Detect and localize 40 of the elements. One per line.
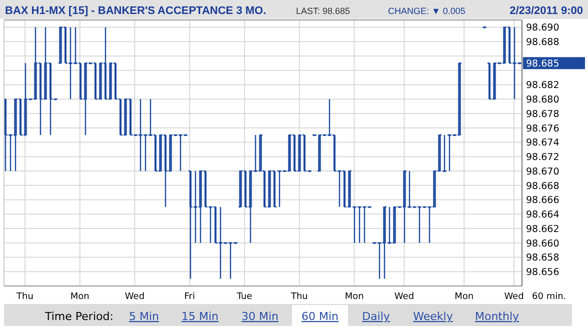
text: Time Period:: [44, 310, 114, 323]
chart-title: BAX H1-MX [15] - BANKER'S ACCEPTANCE 3 MO.: [5, 5, 266, 17]
x-tick-label: Tue: [236, 292, 253, 302]
y-tick-label: 98.678: [526, 108, 560, 120]
x-tick-label: Thu: [16, 292, 34, 302]
y-tick-label: 98.660: [526, 238, 560, 250]
y-tick-label: 98.664: [526, 210, 560, 221]
x-tick-label: Wed: [124, 292, 145, 302]
text: Monthly: [474, 310, 520, 323]
y-tick-label: 98.680: [526, 94, 560, 106]
y-tick-label: 98.672: [526, 152, 560, 164]
text: 15 Min: [181, 310, 219, 323]
y-tick-label: 98.690: [526, 22, 560, 34]
x-tick-label: Thu: [290, 292, 308, 302]
y-tick-label: 98.670: [526, 166, 560, 178]
x-tick-label: Wed: [504, 292, 524, 302]
text: 98.685: [526, 58, 560, 70]
y-tick-label: 98.682: [526, 80, 560, 92]
x-tick-label: Wed: [394, 292, 414, 302]
text: 30 Min: [241, 310, 279, 323]
x-tick-label: Mon: [344, 292, 364, 302]
text: 2/23/2011 9:00: [510, 5, 583, 17]
x-tick-label: Fri: [184, 292, 196, 302]
text: Weekly: [413, 310, 454, 323]
text: 60 Min: [301, 310, 339, 323]
y-tick-label: 98.676: [526, 123, 560, 134]
text: Daily: [362, 310, 390, 323]
y-tick-label: 98.674: [526, 138, 560, 149]
text: CHANGE: ▼ 0.005: [388, 6, 466, 16]
y-tick-label: 98.666: [526, 195, 560, 206]
y-tick-label: 98.662: [526, 224, 560, 235]
text: LAST: 98.685: [296, 6, 350, 16]
y-tick-label: 98.658: [526, 252, 560, 264]
x-tick-label: Mon: [70, 292, 90, 302]
x-tick-label: Mon: [454, 292, 474, 302]
y-tick-label: 98.668: [526, 180, 560, 192]
y-tick-label: 98.688: [526, 37, 560, 48]
text: 5 Min: [128, 310, 160, 323]
x-axis-title: 60 min.: [532, 292, 566, 302]
y-tick-label: 98.656: [526, 267, 560, 278]
